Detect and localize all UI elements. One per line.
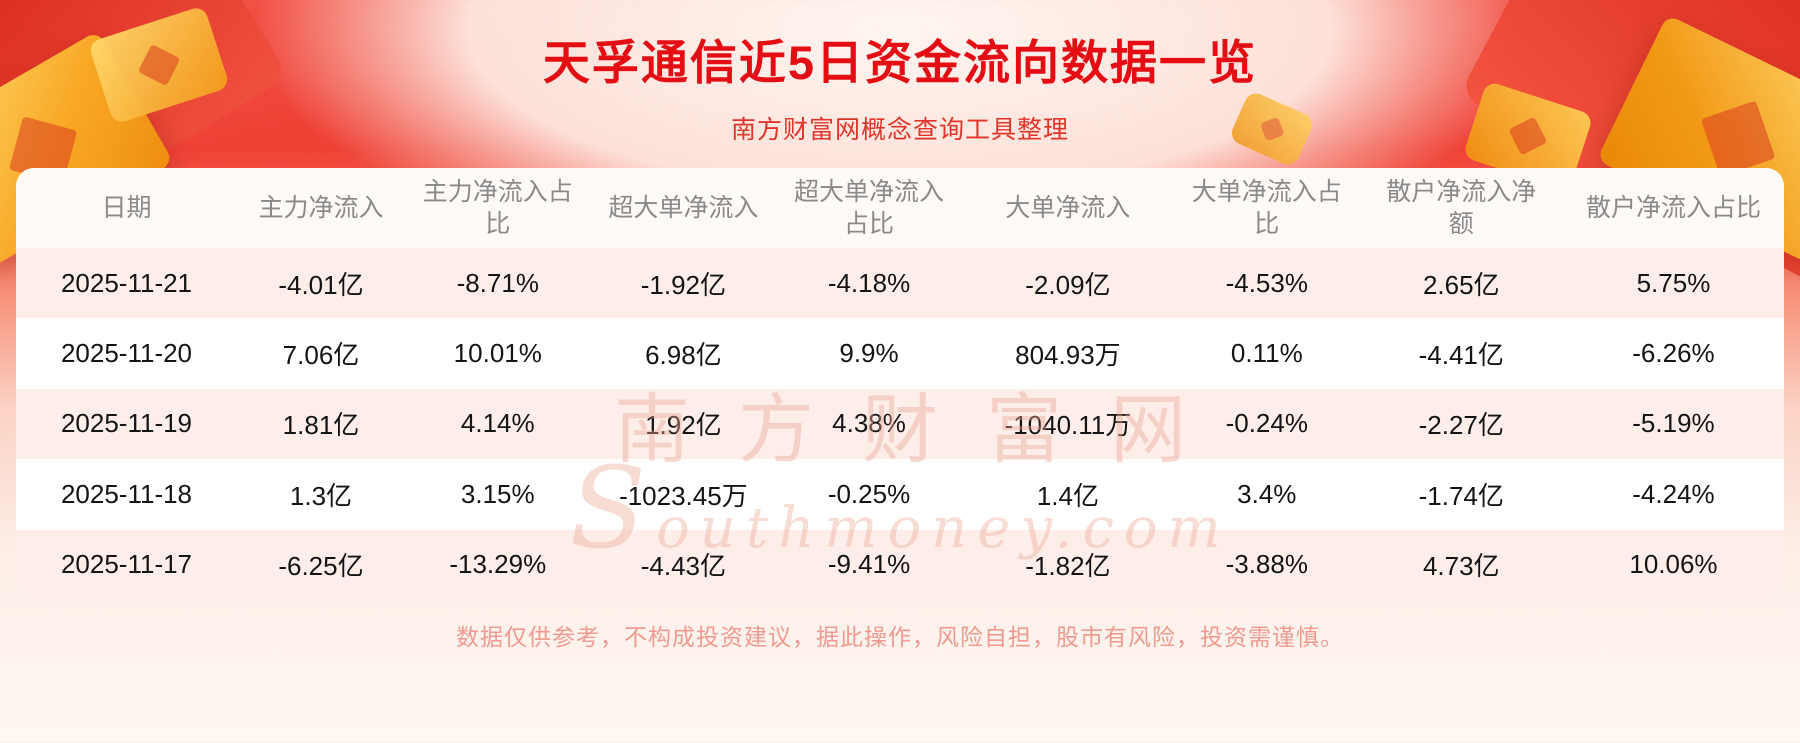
value-cell: 0.11% xyxy=(1230,338,1303,369)
value-cell: 6.98亿 xyxy=(645,340,722,371)
column-header: 超大单净流入占比 xyxy=(776,168,962,248)
value-cell: 1.4亿 xyxy=(1036,480,1099,511)
page-subtitle: 南方财富网概念查询工具整理 xyxy=(730,116,1069,144)
column-header: 日期 xyxy=(16,168,237,248)
column-header: 大单净流入占比 xyxy=(1173,168,1360,248)
column-header: 大单净流入 xyxy=(961,168,1174,248)
table-row: 2025-11-20 7.06亿 10.01% 6.98亿 9.9% 804.93万 0.1… xyxy=(16,318,1784,389)
value-cell: -9.41% xyxy=(827,549,911,580)
value-cell: -2.27亿 xyxy=(1418,410,1504,441)
value-cell: -1.92亿 xyxy=(640,269,727,300)
fund-flow-table: 日期 主力净流入 主力净流入占比 超大单净流入 超大单净流入占比 大单净流入 大单净流入占比… xyxy=(16,168,1784,600)
value-cell: -8.71% xyxy=(456,267,539,298)
fund-flow-table-card: 日期 主力净流入 主力净流入占比 超大单净流入 超大单净流入占比 大单净流入 大单净流入占比… xyxy=(16,168,1784,600)
value-cell: -4.01亿 xyxy=(278,269,364,300)
value-cell: -4.24% xyxy=(1632,478,1715,509)
value-cell: 2.65亿 xyxy=(1422,269,1500,300)
table-header-row: 日期 主力净流入 主力净流入占比 超大单净流入 超大单净流入占比 大单净流入 大单净流入占比… xyxy=(16,168,1784,248)
value-cell: 3.15% xyxy=(460,478,535,509)
value-cell: -1.74亿 xyxy=(1418,480,1504,511)
value-cell: -6.26% xyxy=(1632,338,1715,369)
table-row: 2025-11-19 1.81亿 4.14% 1.92亿 4.38% -1040.11万 -… xyxy=(16,388,1784,460)
date-cell: 2025-11-19 xyxy=(60,408,193,439)
table-row: 2025-11-17 -6.25亿 -13.29% -4.43亿 -9.41% -1.82… xyxy=(16,529,1784,600)
column-header: 散户净流入净额 xyxy=(1359,168,1563,248)
date-cell: 2025-11-18 xyxy=(60,478,193,509)
value-cell: 10.06% xyxy=(1629,549,1718,580)
value-cell: -1040.11万 xyxy=(1004,410,1132,441)
date-cell: 2025-11-20 xyxy=(60,338,193,369)
value-cell: -6.25亿 xyxy=(278,551,364,582)
value-cell: 7.06亿 xyxy=(282,340,360,371)
page-title: 天孚通信近5日资金流向数据一览 xyxy=(542,36,1258,89)
value-cell: -2.09亿 xyxy=(1025,269,1111,300)
value-cell: 4.38% xyxy=(832,408,906,439)
column-header: 主力净流入 xyxy=(237,168,405,248)
value-cell: -4.53% xyxy=(1225,267,1308,298)
value-cell: -0.25% xyxy=(827,478,911,509)
value-cell: -1023.45万 xyxy=(619,480,748,511)
value-cell: 10.01% xyxy=(453,338,542,369)
value-cell: -4.43亿 xyxy=(640,551,727,582)
value-cell: 1.92亿 xyxy=(645,410,722,441)
value-cell: -3.88% xyxy=(1225,549,1308,580)
table-row: 2025-11-18 1.3亿 3.15% -1023.45万 -0.25% 1.4亿 3.… xyxy=(16,459,1784,530)
value-cell: 4.14% xyxy=(460,408,535,439)
date-cell: 2025-11-17 xyxy=(60,549,193,580)
table-row: 2025-11-21 -4.01亿 -8.71% -1.92亿 -4.18% -2.09亿… xyxy=(16,248,1784,319)
date-cell: 2025-11-21 xyxy=(60,267,193,298)
value-cell: 9.9% xyxy=(839,338,899,369)
value-cell: -1.82亿 xyxy=(1025,551,1111,582)
value-cell: -0.24% xyxy=(1225,408,1308,439)
value-cell: -4.18% xyxy=(827,267,911,298)
value-cell: 5.75% xyxy=(1636,267,1711,298)
value-cell: -4.41亿 xyxy=(1418,340,1504,371)
disclaimer-text: 数据仅供参考，不构成投资建议，据此操作，风险自担，股市有风险，投资需谨慎。 xyxy=(456,624,1344,650)
value-cell: 1.81亿 xyxy=(282,410,360,441)
value-cell: 4.73亿 xyxy=(1422,551,1500,582)
value-cell: 3.4% xyxy=(1237,478,1297,509)
column-header: 超大单净流入 xyxy=(590,168,777,248)
value-cell: 1.3亿 xyxy=(289,480,353,511)
value-cell: 804.93万 xyxy=(1015,340,1121,371)
column-header: 主力净流入占比 xyxy=(404,168,591,248)
column-header: 散户净流入占比 xyxy=(1562,168,1784,248)
value-cell: -5.19% xyxy=(1632,408,1715,439)
value-cell: -13.29% xyxy=(449,549,547,580)
